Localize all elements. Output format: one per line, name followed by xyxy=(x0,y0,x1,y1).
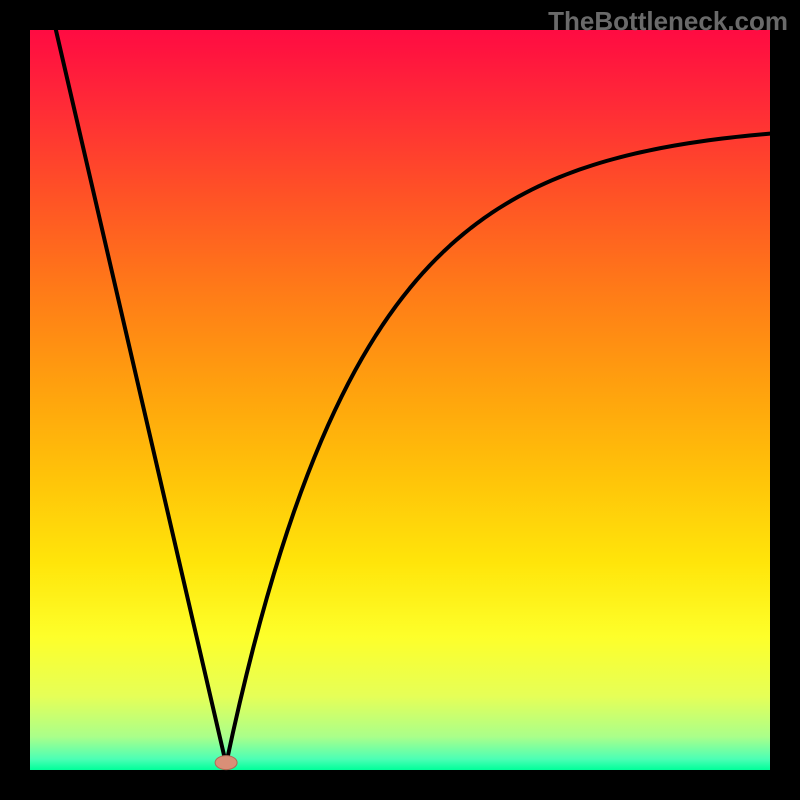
chart-frame: TheBottleneck.com xyxy=(0,0,800,800)
chart-svg xyxy=(0,0,800,800)
watermark-text: TheBottleneck.com xyxy=(548,6,788,37)
optimum-marker xyxy=(215,756,237,770)
